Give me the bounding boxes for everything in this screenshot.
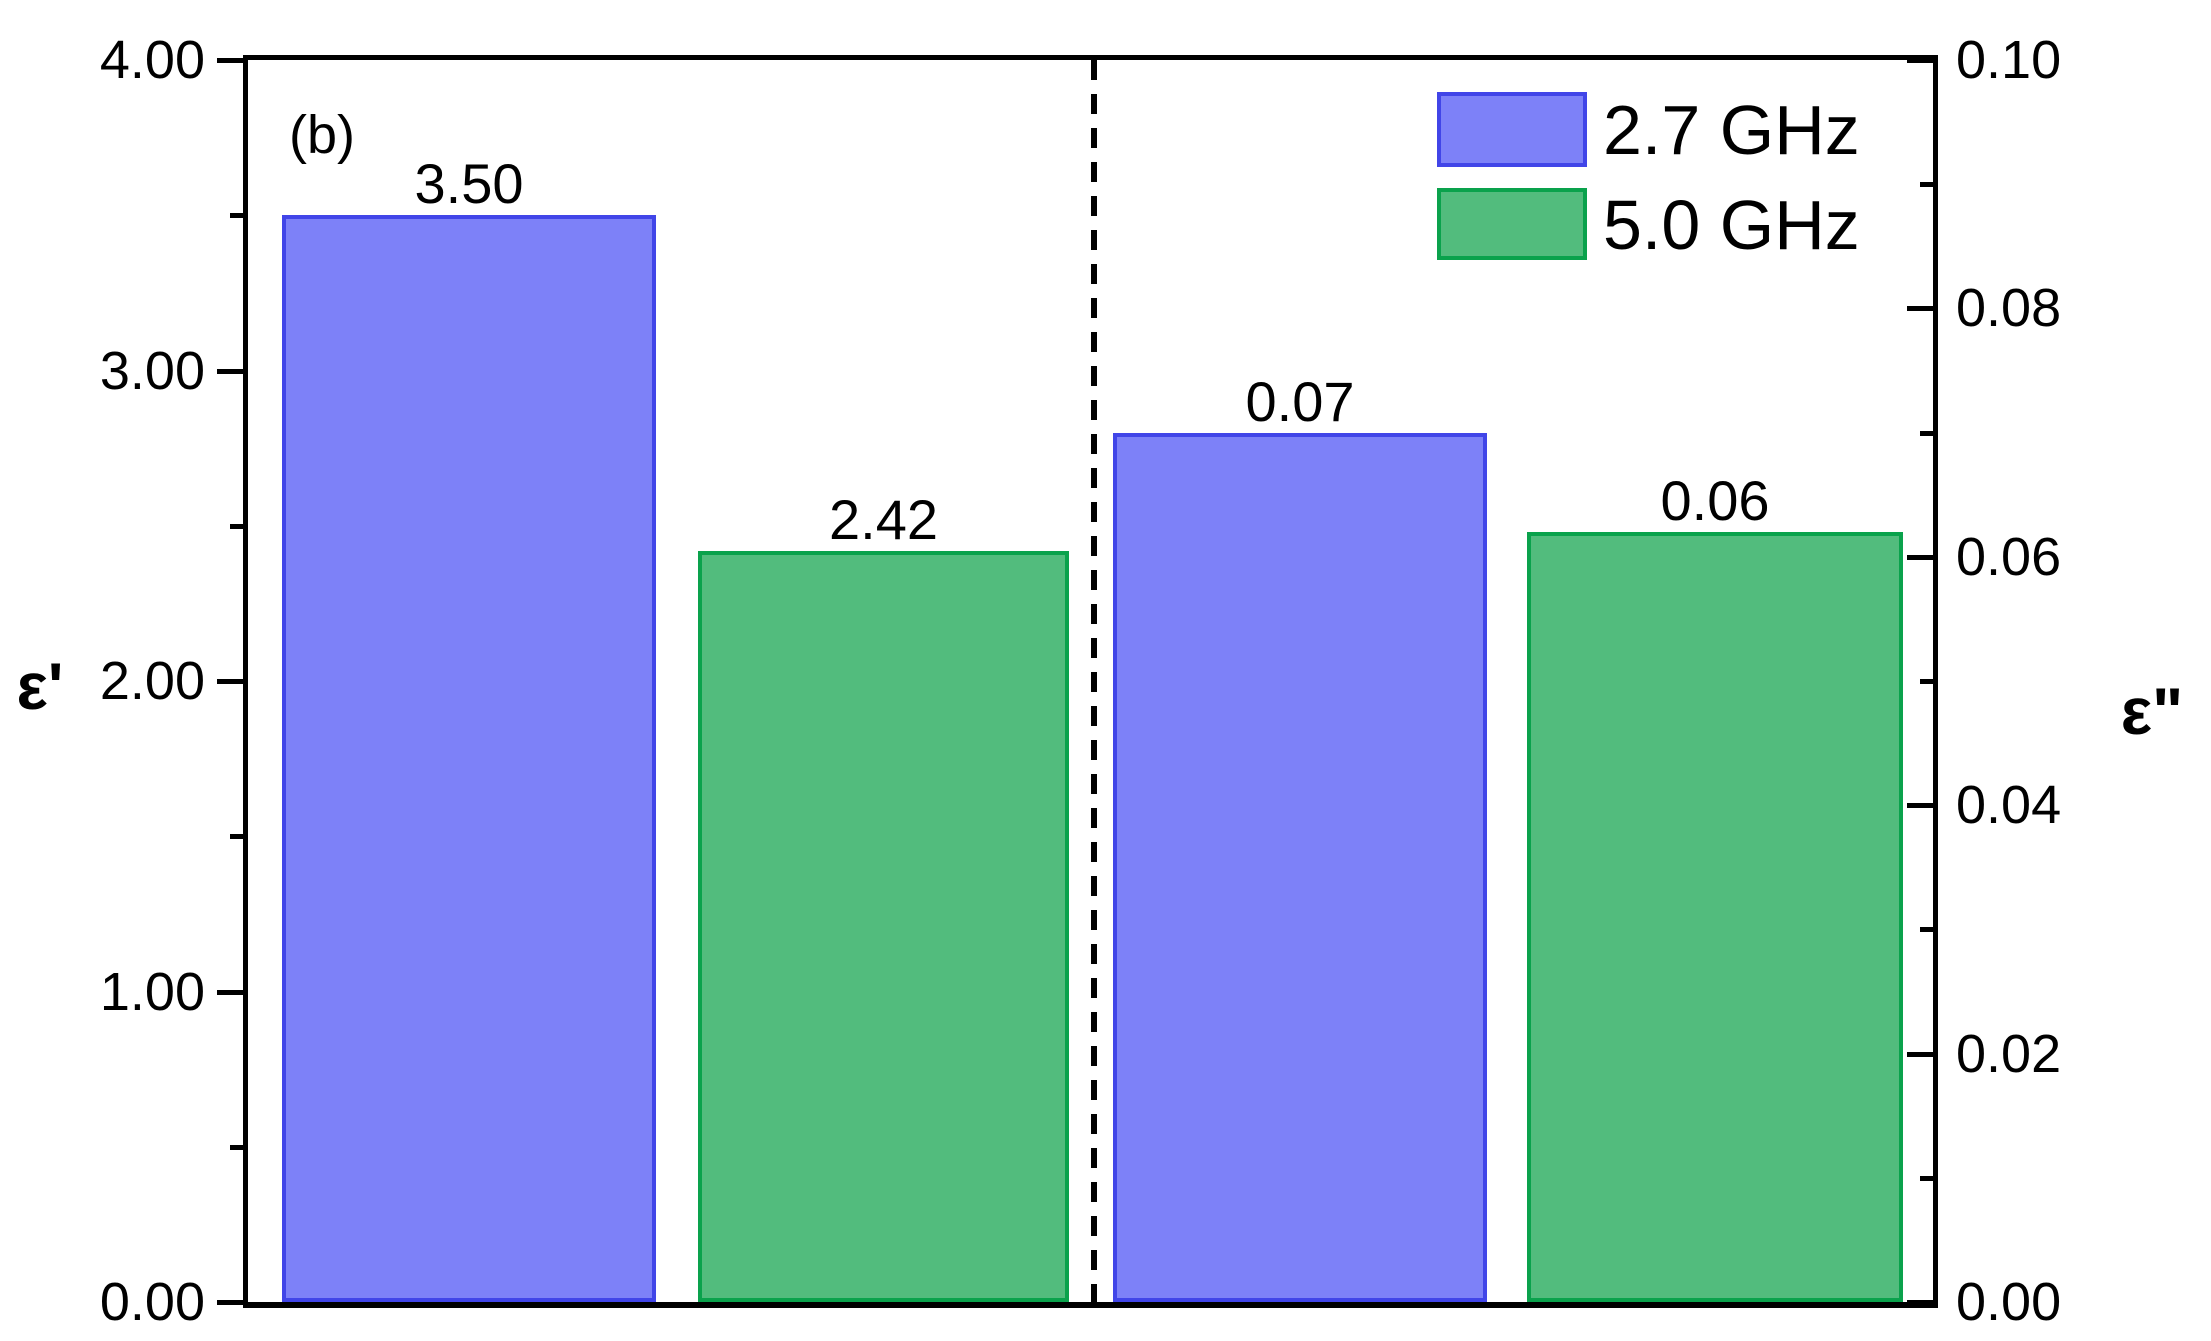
right-major-tick bbox=[1907, 1300, 1933, 1305]
left-minor-tick bbox=[230, 213, 243, 218]
bar-50ghz-eps-real bbox=[698, 551, 1069, 1302]
left-major-tick bbox=[217, 679, 243, 684]
plot-area bbox=[243, 55, 1938, 1308]
bar-27ghz-eps-imag bbox=[1113, 433, 1487, 1302]
right-major-tick bbox=[1907, 1052, 1933, 1057]
bar-value-label: 0.06 bbox=[1660, 469, 1770, 532]
right-tick-label: 0.02 bbox=[1956, 1024, 2062, 1084]
right-major-tick bbox=[1907, 306, 1933, 311]
right-major-tick bbox=[1907, 803, 1933, 808]
right-tick-label: 0.10 bbox=[1956, 30, 2062, 90]
left-major-tick bbox=[217, 1300, 243, 1305]
left-tick-label: 1.00 bbox=[99, 962, 205, 1022]
right-minor-tick bbox=[1920, 431, 1933, 436]
legend-label-27ghz: 2.7 GHz bbox=[1603, 91, 1860, 169]
legend-swatch-50ghz bbox=[1437, 188, 1587, 260]
bar-27ghz-eps-real bbox=[282, 215, 656, 1302]
right-minor-tick bbox=[1920, 1176, 1933, 1181]
right-major-tick bbox=[1907, 555, 1933, 560]
group-divider-dashed-line bbox=[1091, 60, 1097, 1302]
right-tick-label: 0.00 bbox=[1956, 1272, 2062, 1332]
left-major-tick bbox=[217, 58, 243, 63]
right-tick-label: 0.08 bbox=[1956, 278, 2062, 338]
right-axis-title: ε" bbox=[2120, 674, 2184, 748]
left-minor-tick bbox=[230, 1145, 243, 1150]
right-minor-tick bbox=[1920, 679, 1933, 684]
legend-label-50ghz: 5.0 GHz bbox=[1603, 186, 1860, 264]
bar-50ghz-eps-imag bbox=[1527, 532, 1903, 1302]
panel-letter-label: (b) bbox=[289, 105, 355, 165]
left-major-tick bbox=[217, 369, 243, 374]
right-major-tick bbox=[1907, 58, 1933, 63]
left-minor-tick bbox=[230, 524, 243, 529]
left-axis-title: ε' bbox=[16, 649, 64, 723]
left-tick-label: 3.00 bbox=[99, 341, 205, 401]
bar-value-label: 2.42 bbox=[829, 488, 938, 551]
legend-swatch-27ghz bbox=[1437, 92, 1587, 167]
right-tick-label: 0.06 bbox=[1956, 527, 2062, 587]
left-tick-label: 4.00 bbox=[99, 30, 205, 90]
bar-value-label: 3.50 bbox=[414, 152, 524, 215]
left-minor-tick bbox=[230, 834, 243, 839]
bar-value-label: 0.07 bbox=[1245, 370, 1355, 433]
right-tick-label: 0.04 bbox=[1956, 775, 2062, 835]
left-tick-label: 2.00 bbox=[99, 651, 205, 711]
right-minor-tick bbox=[1920, 182, 1933, 187]
right-minor-tick bbox=[1920, 927, 1933, 932]
left-tick-label: 0.00 bbox=[99, 1272, 205, 1332]
left-major-tick bbox=[217, 990, 243, 995]
